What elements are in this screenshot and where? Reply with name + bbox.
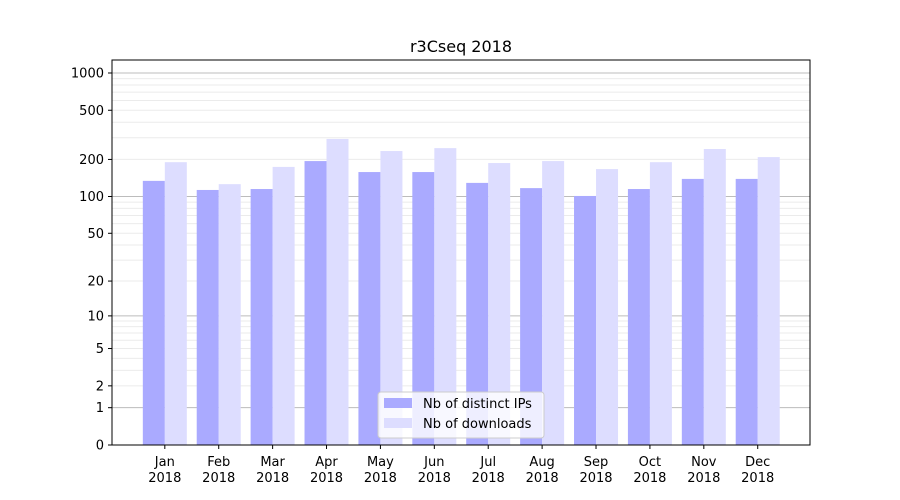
bar-ips: [466, 182, 489, 446]
x-tick-label: Jul 2018: [472, 455, 505, 486]
bar-downloads: [488, 163, 511, 445]
bar-ips: [358, 172, 381, 445]
y-tick-label: 500: [79, 104, 104, 119]
axes-frame: [111, 59, 811, 446]
x-tick-label: Aug 2018: [526, 455, 559, 486]
bar-downloads: [649, 162, 672, 445]
y-tick-label: 10: [87, 309, 104, 324]
legend-box: [377, 391, 545, 439]
bar-downloads: [596, 169, 619, 445]
bar-ips: [520, 188, 543, 445]
y-tick-label: 20: [87, 275, 104, 290]
legend-label: Nb of distinct IPs: [423, 397, 532, 412]
bar-ips: [627, 189, 650, 445]
bar-ips: [142, 180, 165, 445]
bar-downloads: [164, 162, 187, 445]
legend-swatch: [384, 398, 412, 408]
x-tick-label: Sep 2018: [579, 455, 612, 486]
x-tick-label: Nov 2018: [687, 455, 720, 486]
y-tick-label: 1: [96, 401, 104, 416]
bar-ips: [574, 195, 597, 445]
bar-ips: [250, 189, 273, 445]
x-tick-label: May 2018: [364, 455, 397, 486]
bar-downloads: [218, 184, 241, 445]
bar-ips: [412, 172, 435, 445]
x-tick-label: Mar 2018: [256, 455, 289, 486]
x-tick-label: Oct 2018: [633, 455, 666, 486]
bar-ips: [196, 189, 219, 445]
y-tick-label: 0: [96, 439, 104, 454]
bar-ips: [735, 178, 758, 446]
bar-downloads: [326, 138, 349, 446]
legend-swatch: [384, 418, 412, 428]
y-tick-label: 200: [79, 153, 104, 168]
chart-title: r3Cseq 2018: [410, 37, 512, 56]
x-tick-label: Feb 2018: [202, 455, 235, 486]
bar-downloads: [757, 157, 780, 445]
bar-downloads: [434, 148, 457, 445]
x-tick-label: Apr 2018: [310, 455, 343, 486]
y-tick-label: 100: [79, 190, 104, 205]
x-tick-label: Dec 2018: [741, 455, 774, 486]
bar-downloads: [542, 161, 565, 445]
y-tick-label: 2: [96, 379, 104, 394]
bar-ips: [304, 161, 327, 445]
bar-downloads: [272, 166, 295, 446]
y-tick-label: 5: [96, 342, 104, 357]
legend-label: Nb of downloads: [423, 417, 532, 432]
bar-downloads: [703, 148, 726, 446]
y-tick-label: 1000: [71, 66, 104, 81]
y-tick-label: 50: [87, 227, 104, 242]
bar-ips: [681, 178, 704, 446]
x-tick-label: Jun 2018: [418, 455, 451, 486]
x-tick-label: Jan 2018: [148, 455, 181, 486]
bar-downloads: [380, 151, 403, 445]
